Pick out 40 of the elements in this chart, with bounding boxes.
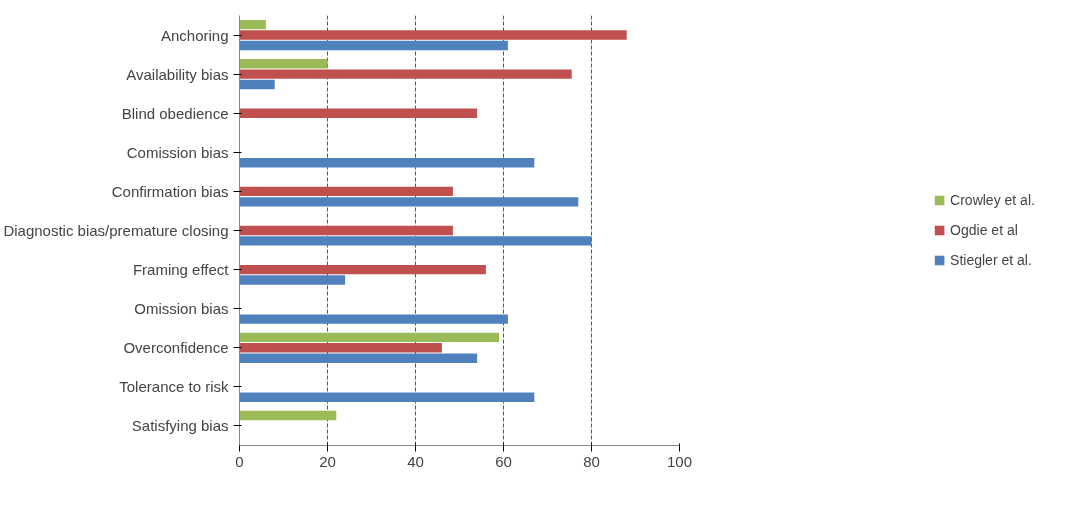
legend-label: Crowley et al.	[950, 192, 1035, 208]
bar	[239, 343, 442, 353]
bar	[239, 197, 579, 207]
y-tick-label: Framing effect	[132, 261, 230, 279]
y-tick-label: Overconfidence	[123, 339, 229, 357]
y-tick-label: Anchoring	[160, 26, 229, 44]
y-tick-label: Omission bias	[134, 300, 229, 318]
y-tick-label: Satisfying bias	[131, 417, 229, 435]
y-tick-label: Tolerance to risk	[119, 378, 229, 396]
bar	[239, 264, 486, 275]
bar	[239, 69, 572, 79]
y-tick-label: Availability bias	[126, 65, 229, 83]
bar	[239, 236, 592, 246]
bar	[239, 410, 337, 421]
y-tick-label: Confirmation bias	[111, 182, 229, 200]
x-tick-label: 20	[319, 452, 336, 470]
bar	[239, 332, 500, 343]
bar	[239, 79, 275, 90]
bar	[239, 275, 346, 285]
bar	[239, 59, 328, 69]
bar	[239, 225, 453, 236]
bar	[239, 314, 508, 324]
x-tick-label: 80	[583, 452, 600, 470]
bar	[239, 30, 627, 40]
bar	[239, 158, 535, 168]
legend-label: Stiegler et al.	[950, 252, 1032, 268]
x-tick-label: 100	[666, 452, 693, 470]
bar	[239, 108, 478, 118]
legend-label: Ogdie et al	[950, 222, 1018, 238]
bar	[239, 40, 508, 51]
bar	[239, 19, 266, 30]
bar	[239, 353, 478, 363]
y-tick-label: Diagnostic bias/premature closing	[3, 222, 229, 239]
y-tick-label: Comission bias	[126, 143, 229, 161]
x-tick-label: 60	[495, 452, 512, 470]
bar	[239, 392, 535, 402]
x-tick-label: 0	[235, 452, 244, 470]
y-tick-label: Blind obedience	[121, 104, 229, 122]
bar	[239, 186, 453, 197]
x-tick-label: 40	[407, 452, 424, 470]
